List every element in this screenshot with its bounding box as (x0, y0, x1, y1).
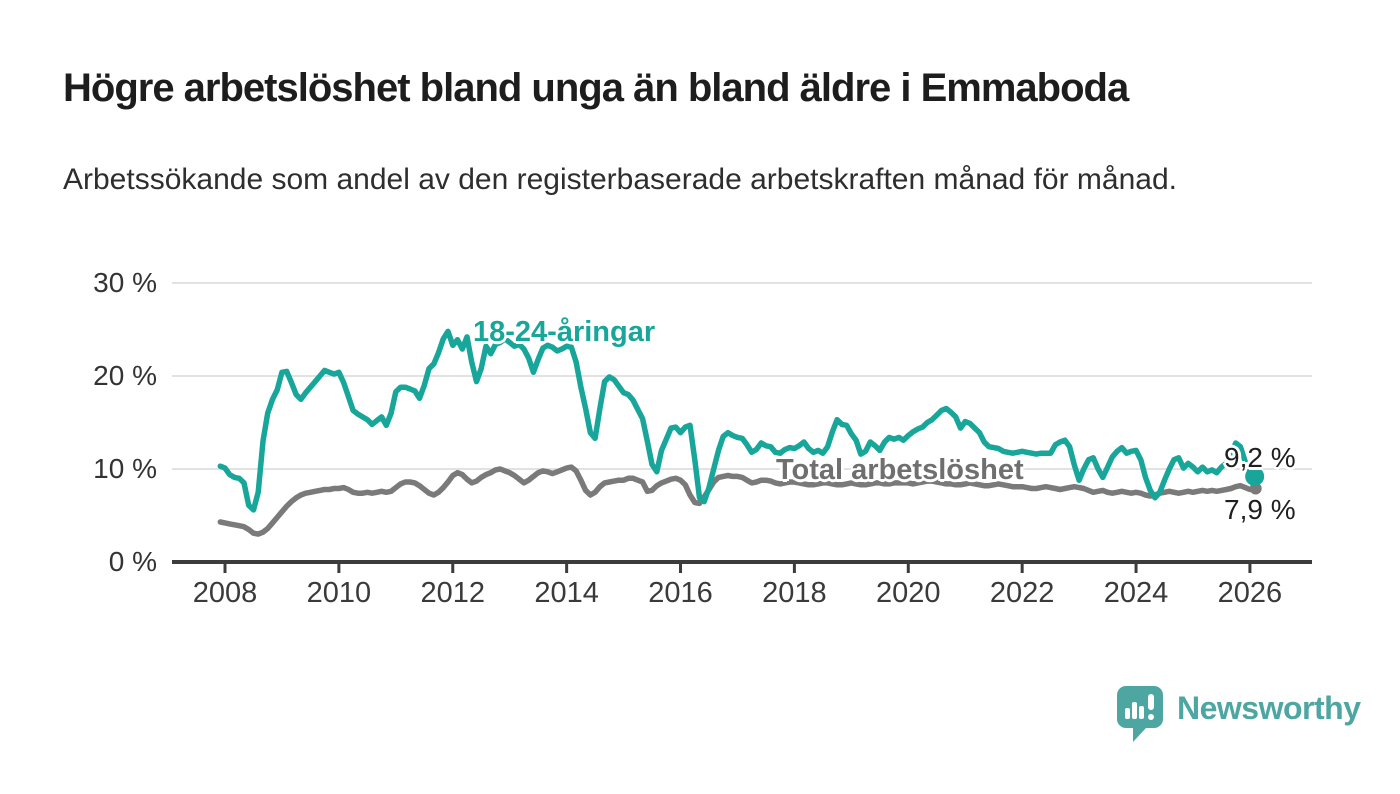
x-tick-label: 2010 (306, 577, 372, 609)
x-tick-label: 2022 (989, 577, 1055, 609)
x-tick-label: 2012 (420, 577, 485, 609)
end-dot-18-24 (1245, 466, 1265, 486)
series-line-18-24 (217, 328, 1258, 513)
x-tick-label: 2016 (648, 577, 713, 609)
y-tick-label: 30 % (93, 267, 157, 298)
page-title: Högre arbetslöshet bland unga än bland ä… (63, 66, 1129, 110)
x-tick-label: 2008 (192, 577, 258, 609)
series-label-18-24: 18-24-åringar (473, 316, 656, 348)
series-label-total-unemployment: Total arbetslöshet (776, 454, 1024, 486)
end-value-label-18-24: 9,2 % (1224, 442, 1296, 473)
newsworthy-brand: Newsworthy (1117, 686, 1361, 742)
x-tick-label: 2020 (876, 577, 941, 609)
bar-chart-speech-bubble-icon (1117, 686, 1163, 742)
end-value-label-total: 7,9 % (1224, 494, 1296, 525)
series-line-total (217, 464, 1258, 537)
x-tick-label: 2014 (534, 577, 599, 609)
y-tick-label: 20 % (93, 360, 157, 391)
chart-subtitle: Arbetssökande som andel av den registerb… (63, 163, 1177, 196)
y-tick-label: 10 % (93, 453, 157, 484)
x-tick-label: 2024 (1103, 577, 1169, 609)
newsworthy-wordmark: Newsworthy (1177, 690, 1361, 726)
x-tick-label: 2018 (762, 577, 827, 609)
y-tick-label: 0 % (108, 546, 157, 577)
x-tick-label: 2026 (1217, 577, 1283, 609)
